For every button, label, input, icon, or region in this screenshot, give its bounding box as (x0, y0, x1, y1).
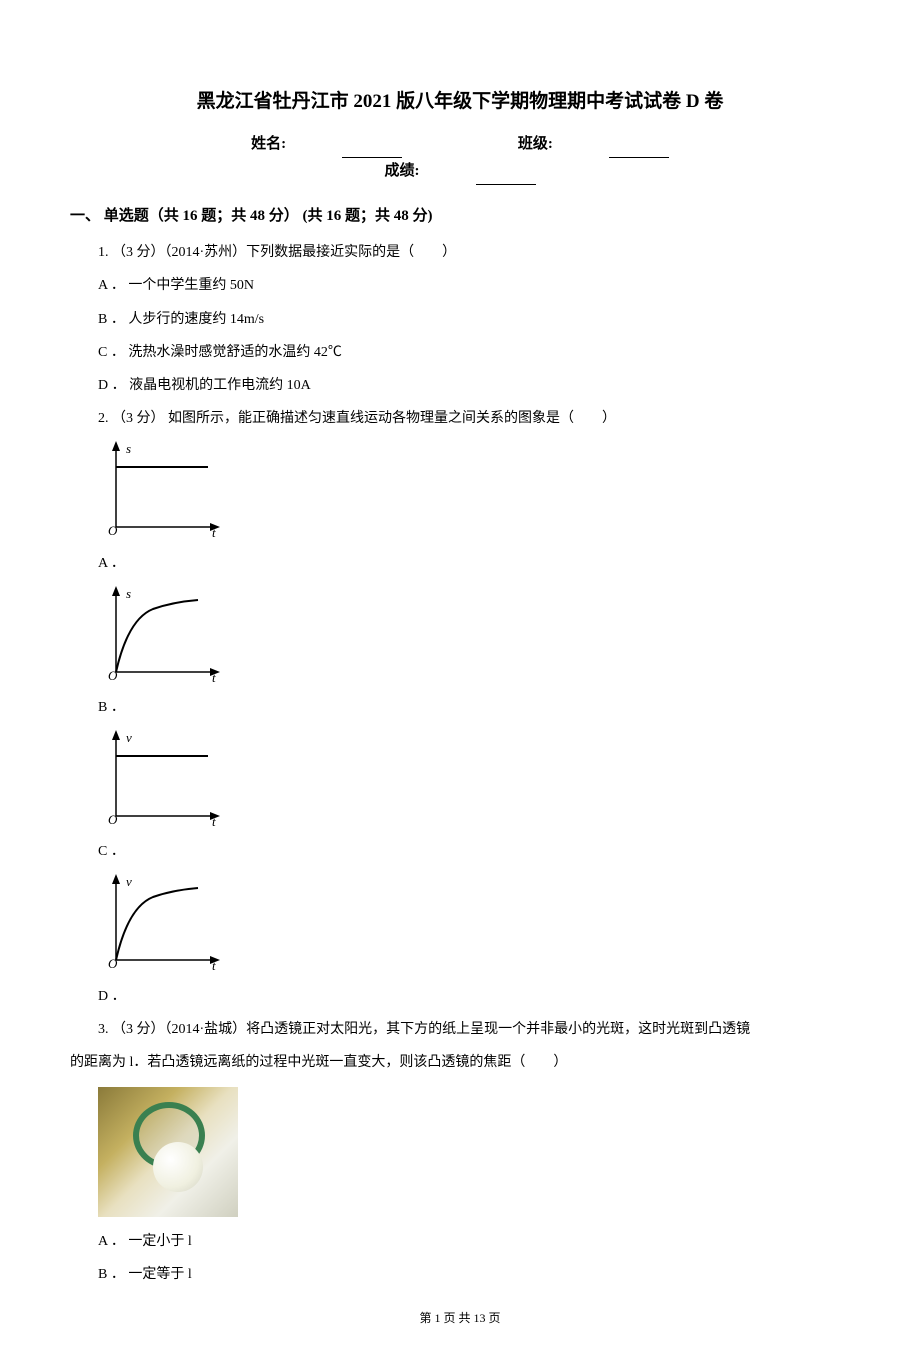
class-field: 班级: (490, 131, 697, 158)
score-field: 成绩: (357, 158, 564, 185)
q3-opt-b: B ． 一定等于 l (98, 1262, 850, 1287)
svg-text:O: O (108, 956, 118, 971)
page-title: 黑龙江省牡丹江市 2021 版八年级下学期物理期中考试试卷 D 卷 (70, 85, 850, 119)
svg-text:t: t (212, 814, 216, 828)
svg-text:t: t (212, 958, 216, 972)
q2-opt-b: B ． (98, 695, 850, 724)
q1-opt-b: B ． 人步行的速度约 14m/s (98, 307, 850, 332)
q1-opt-c: C ． 洗热水澡时感觉舒适的水温约 42℃ (98, 340, 850, 365)
svg-text:O: O (108, 812, 118, 827)
q2-graph-c: v O t (98, 728, 850, 837)
q2-graph-d: v O t (98, 872, 850, 981)
svg-text:v: v (126, 730, 132, 745)
q2-text: 2. （3 分） 如图所示，能正确描述匀速直线运动各物理量之间关系的图象是（ ） (70, 406, 850, 431)
q3-opt-a: A ． 一定小于 l (98, 1229, 850, 1254)
q3-text: 3. （3 分）（2014·盐城）将凸透镜正对太阳光，其下方的纸上呈现一个并非最… (70, 1017, 850, 1042)
svg-text:O: O (108, 523, 118, 538)
q3-photo (98, 1087, 238, 1217)
svg-text:v: v (126, 874, 132, 889)
name-field: 姓名: (223, 131, 430, 158)
svg-text:O: O (108, 668, 118, 683)
section-header: 一、 单选题（共 16 题；共 48 分） (共 16 题；共 48 分) (70, 203, 850, 230)
svg-text:s: s (126, 441, 131, 456)
svg-text:t: t (212, 670, 216, 684)
svg-text:s: s (126, 586, 131, 601)
q1-opt-a: A ． 一个中学生重约 50N (98, 273, 850, 298)
q2-graph-a: s O t (98, 439, 850, 548)
svg-text:t: t (212, 525, 216, 539)
q1-text: 1. （3 分）（2014·苏州）下列数据最接近实际的是（ ） (70, 240, 850, 265)
info-line: 姓名: 班级: 成绩: (70, 131, 850, 185)
q1-opt-d: D ． 液晶电视机的工作电流约 10A (98, 373, 850, 398)
q2-opt-c: C ． (98, 839, 850, 868)
page-footer: 第 1 页 共 13 页 (70, 1308, 850, 1330)
q2-opt-a: A ． (98, 551, 850, 580)
q2-graph-b: s O t (98, 584, 850, 693)
q2-opt-d: D ． (98, 984, 850, 1013)
q3-text-cont: 的距离为 l．若凸透镜远离纸的过程中光斑一直变大，则该凸透镜的焦距（ ） (70, 1050, 850, 1075)
